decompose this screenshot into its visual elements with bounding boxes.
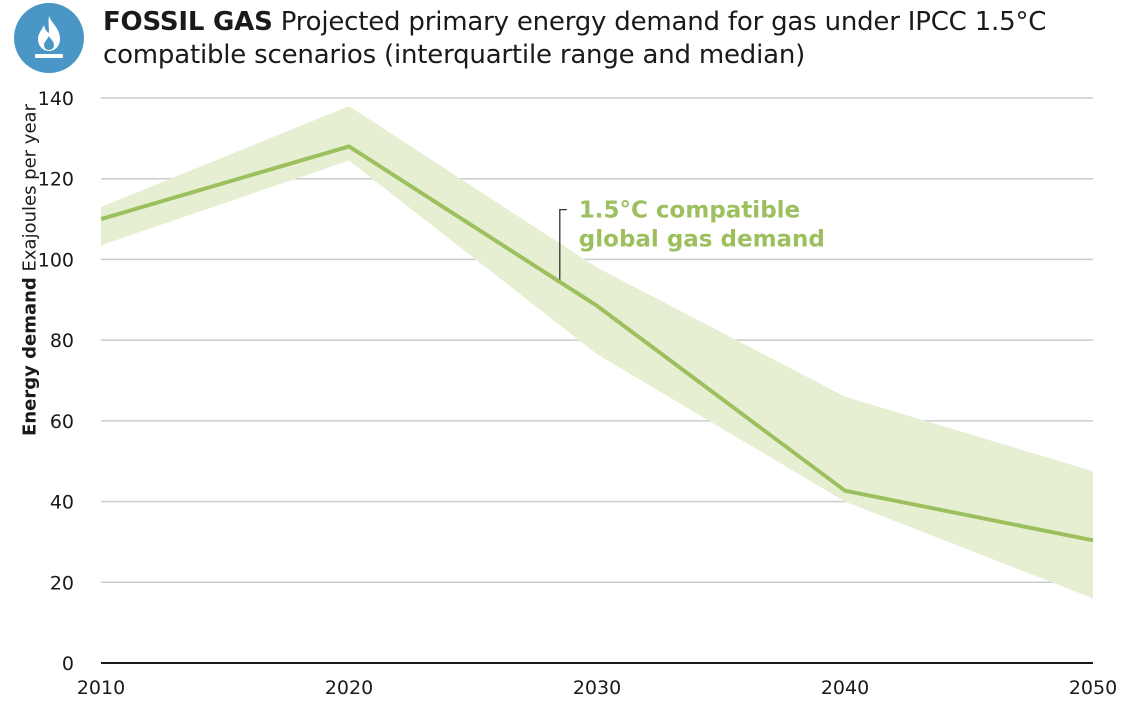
chart-header: FOSSIL GAS Projected primary energy dema… [0,0,1123,92]
y-tick-label-60: 60 [50,411,74,433]
x-tick-label-2030: 2030 [573,677,621,699]
y-tick-label-100: 100 [38,249,74,271]
y-tick-label-140: 140 [38,88,74,110]
annotation-label-line-1: 1.5°C compatible [579,198,800,224]
y-tick-label-40: 40 [50,492,74,514]
chart-title: FOSSIL GAS Projected primary energy dema… [103,6,1113,72]
annotation-leader [559,208,567,280]
median-line [100,144,1094,543]
y-tick-label-80: 80 [50,330,74,352]
x-tick-label-2040: 2040 [821,677,869,699]
y-tick-label-0: 0 [62,653,74,675]
y-tick-label-20: 20 [50,572,74,594]
x-tick-label-2010: 2010 [77,677,125,699]
title-bold: FOSSIL GAS [103,7,273,37]
title-rest: Projected primary energy demand for gas … [103,7,1047,70]
x-tick-label-2050: 2050 [1069,677,1117,699]
x-tick-label-2020: 2020 [325,677,373,699]
flame-icon [14,3,84,73]
y-tick-label-120: 120 [38,169,74,191]
annotation-label-line-2: global gas demand [579,227,825,253]
interquartile-band [101,106,1093,599]
